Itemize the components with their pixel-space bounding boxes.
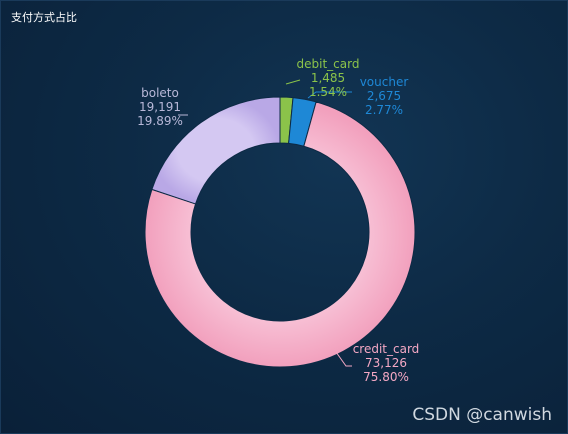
label-percent-voucher: 2.77% bbox=[365, 103, 403, 117]
label-value-boleto: 19,191 bbox=[139, 100, 181, 114]
chart-title: 支付方式占比 bbox=[11, 11, 77, 24]
label-percent-boleto: 19.89% bbox=[137, 114, 183, 128]
label-value-credit-card: 73,126 bbox=[365, 356, 407, 370]
watermark: CSDN @canwish bbox=[412, 405, 552, 425]
slices-layer bbox=[144, 96, 416, 368]
label-value-voucher: 2,675 bbox=[367, 89, 401, 103]
label-name-voucher: voucher bbox=[360, 75, 409, 89]
label-name-debit-card: debit_card bbox=[297, 57, 360, 71]
label-percent-debit-card: 1.54% bbox=[309, 85, 347, 99]
leader-line-voucher bbox=[307, 91, 352, 99]
slice-boleto[interactable] bbox=[151, 96, 281, 205]
leader-line-debit-card bbox=[285, 79, 301, 85]
label-percent-credit-card: 75.80% bbox=[363, 370, 409, 384]
label-name-boleto: boleto bbox=[141, 86, 179, 100]
leader-lines bbox=[178, 79, 352, 367]
label-value-debit-card: 1,485 bbox=[311, 71, 345, 85]
slice-credit-card[interactable] bbox=[144, 101, 416, 368]
leader-line-credit-card bbox=[335, 351, 352, 367]
label-name-credit-card: credit_card bbox=[353, 342, 420, 356]
